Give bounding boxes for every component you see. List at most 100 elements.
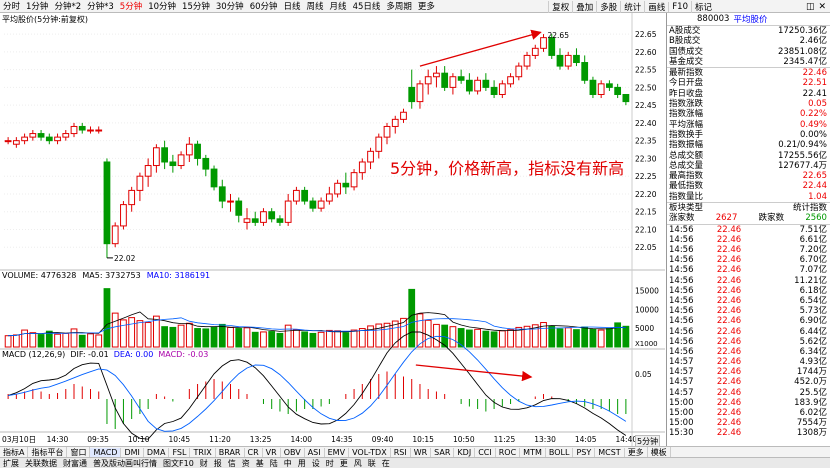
- status-item[interactable]: 在: [381, 458, 390, 468]
- indicator-tab[interactable]: BRAR: [216, 447, 245, 457]
- tick-volume: 6.18亿: [799, 285, 827, 296]
- volume-bar: [251, 331, 259, 348]
- status-item[interactable]: 陆: [269, 458, 278, 468]
- indicator-tab[interactable]: FSL: [169, 447, 191, 457]
- quote-value: 22.44: [802, 181, 827, 192]
- volume-bar: [218, 323, 226, 348]
- macd-line: [7, 331, 627, 440]
- volume-bar: [391, 320, 399, 348]
- quote-value: 22.51: [802, 78, 827, 89]
- indicator-tab[interactable]: DMI: [121, 447, 144, 457]
- kline-chart[interactable]: 22.65 22.60 22.55 22.50 22.45 22.40 22.35 22.30…: [0, 13, 665, 446]
- period-tab[interactable]: 15分钟: [182, 2, 210, 12]
- status-item[interactable]: 报: [213, 458, 222, 468]
- period-tab[interactable]: 5分钟: [119, 2, 143, 12]
- period-tab[interactable]: 周线: [306, 2, 324, 12]
- indicator-tab[interactable]: 更多: [625, 446, 648, 458]
- period-tab[interactable]: 分钟*3: [87, 2, 114, 12]
- status-item[interactable]: 关联数据: [25, 458, 57, 468]
- indicator-tab[interactable]: MTM: [520, 447, 546, 457]
- toolbar-button[interactable]: 叠加: [572, 0, 596, 13]
- status-item[interactable]: 风: [353, 458, 362, 468]
- indicator-tab[interactable]: KDJ: [454, 447, 476, 457]
- indicator-tab[interactable]: ROC: [496, 447, 521, 457]
- status-item[interactable]: 时: [325, 458, 334, 468]
- indicator-tab[interactable]: 窗口: [67, 446, 91, 458]
- indicator-tab[interactable]: VOL-TDX: [349, 447, 391, 457]
- indicator-tab[interactable]: RSI: [391, 447, 411, 457]
- period-tab[interactable]: 分钟*2: [54, 2, 82, 12]
- quote-row: 指数涨跌 0.05: [667, 99, 830, 109]
- tick-volume: 7554万: [796, 418, 827, 429]
- indicator-tab[interactable]: EMV: [325, 447, 350, 457]
- period-tab[interactable]: 45日线: [352, 2, 381, 12]
- indicator-tab[interactable]: DMA: [144, 447, 170, 457]
- tick-price: 22.46: [716, 316, 742, 327]
- candle-body: [260, 211, 267, 223]
- indicator-tab[interactable]: CCI: [475, 447, 496, 457]
- period-tab[interactable]: 30分钟: [215, 2, 244, 12]
- toolbar-button[interactable]: F10: [668, 1, 691, 12]
- indicator-tab[interactable]: 指标平台: [28, 446, 68, 458]
- status-item[interactable]: 图文F10: [163, 458, 194, 468]
- period-tab[interactable]: 日线: [283, 2, 301, 12]
- period-tab[interactable]: 分时: [3, 2, 21, 12]
- indicator-tab[interactable]: 指标A: [0, 446, 29, 458]
- toolbar-button[interactable]: 标记: [690, 0, 715, 13]
- period-tab[interactable]: 60分钟: [249, 2, 278, 12]
- price-tick-label: 22.25: [635, 172, 657, 181]
- status-item[interactable]: 联: [367, 458, 376, 468]
- volume-bar: [581, 326, 589, 348]
- indicator-tab[interactable]: WR: [411, 447, 432, 457]
- status-item[interactable]: 更: [339, 458, 348, 468]
- indicator-tab[interactable]: BOLL: [546, 447, 574, 457]
- candle-body: [367, 150, 374, 163]
- volume-bar: [177, 324, 185, 348]
- quote-label: 平均涨幅: [669, 119, 704, 130]
- status-item[interactable]: 财富通: [63, 458, 87, 468]
- status-item[interactable]: 资: [241, 458, 250, 468]
- indicator-tab[interactable]: MACD: [90, 447, 122, 457]
- indicator-tab[interactable]: 模板: [648, 446, 671, 458]
- toolbar-button[interactable]: 统计: [620, 0, 644, 13]
- candle-body: [95, 129, 103, 132]
- status-item[interactable]: 设: [311, 458, 320, 468]
- indicator-tab[interactable]: MCST: [595, 447, 625, 457]
- status-item[interactable]: 财: [199, 458, 208, 468]
- quote-row: 总成交额 17255.56亿: [667, 151, 830, 161]
- status-item[interactable]: 普及版动画叫行情: [93, 458, 157, 468]
- tick-volume: 6.54亿: [799, 295, 827, 306]
- period-tab[interactable]: 10分钟: [148, 2, 177, 12]
- toolbar-button[interactable]: 画线: [644, 0, 668, 13]
- close-icon[interactable]: ✕: [818, 1, 826, 12]
- status-item[interactable]: 中: [283, 458, 292, 468]
- status-item[interactable]: 扩展: [3, 458, 19, 468]
- volume-tick-label: 15000: [635, 287, 659, 296]
- status-item[interactable]: 用: [297, 458, 306, 468]
- indicator-tab[interactable]: PSY: [573, 447, 596, 457]
- restore-icon[interactable]: ◫: [805, 1, 815, 12]
- tick-list[interactable]: 14:56 22.46 7.51亿 14:56 22.46 6.61亿 14:56 22.46…: [667, 225, 830, 439]
- toolbar-button[interactable]: 多股: [596, 0, 620, 13]
- volume-bar: [622, 325, 630, 348]
- indicator-tab[interactable]: ASI: [305, 447, 325, 457]
- indicator-tab[interactable]: SAR: [431, 447, 455, 457]
- tick-row: 14:56 22.46 11.21亿: [667, 276, 830, 286]
- toolbar-button[interactable]: 复权: [548, 0, 572, 13]
- indicator-tab[interactable]: VR: [263, 447, 281, 457]
- period-tab[interactable]: 1分钟: [26, 2, 49, 12]
- status-item[interactable]: 基: [255, 458, 264, 468]
- volume-bar: [243, 327, 251, 348]
- quote-value: 23851.08亿: [777, 46, 827, 57]
- chart-area[interactable]: 22.65 22.60 22.55 22.50 22.45 22.40 22.35 22.30…: [0, 13, 665, 448]
- period-tab[interactable]: 更多: [417, 2, 435, 12]
- period-tab[interactable]: 月线: [329, 2, 347, 12]
- candle-body: [449, 76, 457, 88]
- period-tab[interactable]: 多周期: [386, 2, 412, 12]
- indicator-tab[interactable]: CR: [245, 447, 263, 457]
- quote-label: 指数振幅: [669, 140, 704, 151]
- price-tick-label: 22.05: [635, 243, 657, 252]
- indicator-tab[interactable]: OBV: [281, 447, 305, 457]
- status-item[interactable]: 信: [227, 458, 236, 468]
- indicator-tab[interactable]: TRIX: [190, 447, 216, 457]
